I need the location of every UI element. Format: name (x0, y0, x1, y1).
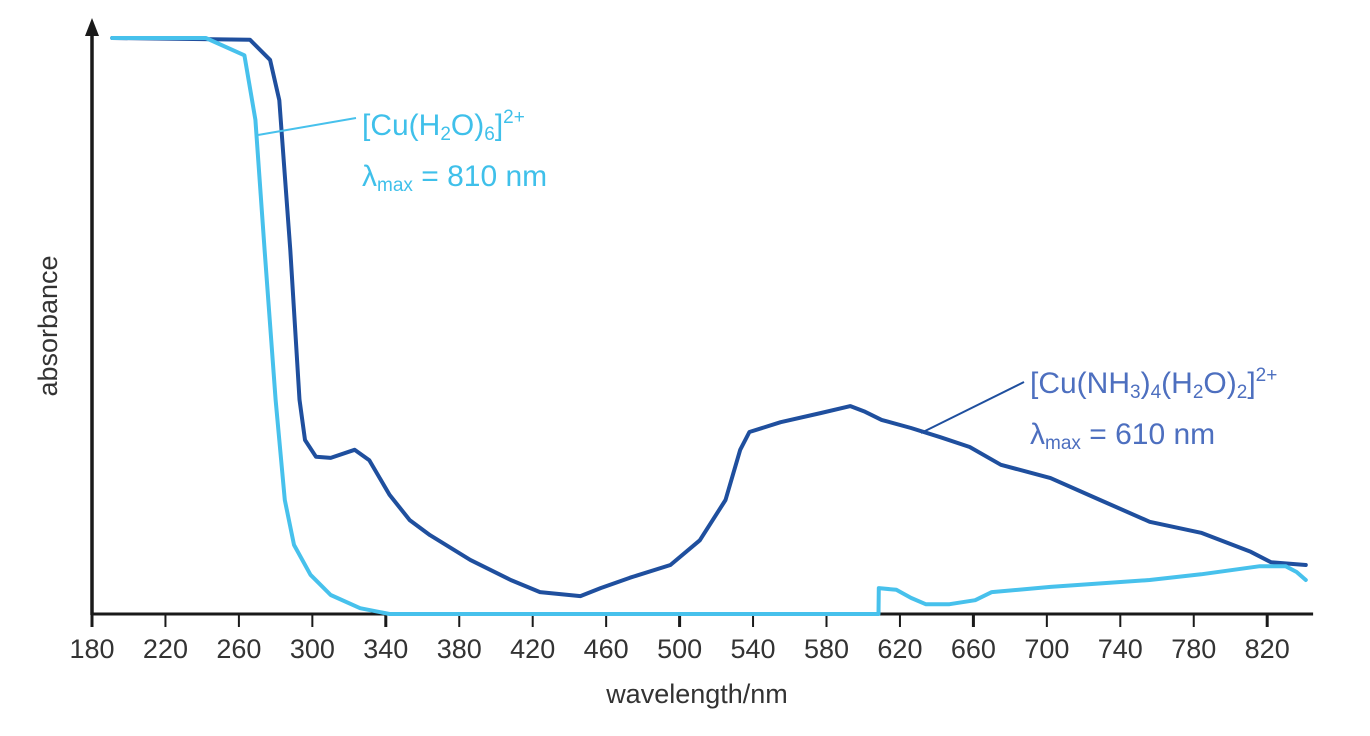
annotation-text: [Cu(H (362, 109, 441, 142)
annotation-text: ] (1247, 367, 1256, 400)
x-axis-label: wavelength/nm (605, 679, 788, 709)
x-tick-label: 260 (216, 634, 261, 664)
annotation-text: = 610 nm (1080, 418, 1216, 451)
series-line-dark (110, 36, 1308, 599)
annotation-text: 6 (484, 124, 495, 145)
annotation-line: [Cu(NH3)4(H2O)2]2+ (1030, 355, 1277, 414)
annotation-text: O) (450, 109, 485, 142)
x-tick-label: 620 (877, 634, 922, 664)
annotation-text: 3 (1130, 382, 1141, 403)
annotation-text: max (1045, 433, 1081, 454)
annotation-line: λmax = 810 nm (362, 156, 547, 207)
x-tick-label: 500 (657, 634, 702, 664)
annotation-text: O) (1203, 367, 1237, 400)
x-tick-label: 220 (143, 634, 188, 664)
annotation-text: (H (1161, 367, 1193, 400)
annotation-text: 2 (440, 124, 451, 145)
annotation-text: ) (1140, 367, 1151, 400)
annotation-text: 2+ (1255, 365, 1278, 386)
annotation-text: = 810 nm (412, 160, 548, 193)
annotation-text: λ (1030, 418, 1045, 451)
x-tick-label: 300 (290, 634, 335, 664)
annotation-text: 2+ (503, 107, 525, 128)
x-tick-label: 420 (510, 634, 555, 664)
y-axis-arrow-icon (85, 18, 99, 36)
x-tick-label: 660 (951, 634, 996, 664)
annotation-cu-h2o6: [Cu(H2O)6]2+ λmax = 810 nm (362, 97, 547, 207)
x-tick-label: 180 (69, 634, 114, 664)
annotation-cu-nh3-h2o: [Cu(NH3)4(H2O)2]2+ λmax = 610 nm (1030, 355, 1277, 465)
annotation-text: 4 (1150, 382, 1162, 403)
x-tick-label: 700 (1024, 634, 1069, 664)
annotation-text: 2 (1236, 382, 1248, 403)
annotation-text: λ (362, 160, 377, 193)
x-tick-label: 540 (731, 634, 776, 664)
annotation-text: ] (494, 109, 504, 142)
x-tick-label: 460 (584, 634, 629, 664)
y-axis-label: absorbance (33, 255, 63, 396)
annotation-text: [Cu(NH (1030, 367, 1131, 400)
x-tick-label: 780 (1171, 634, 1216, 664)
x-tick-label: 580 (804, 634, 849, 664)
leader-line-dark (920, 381, 1025, 434)
x-tick-label: 340 (363, 634, 408, 664)
annotation-line: λmax = 610 nm (1030, 414, 1277, 465)
x-tick-label: 380 (437, 634, 482, 664)
x-tick-label: 740 (1098, 634, 1143, 664)
x-tick-label: 820 (1245, 634, 1290, 664)
series-line-light (110, 36, 1308, 616)
annotation-line: [Cu(H2O)6]2+ (362, 97, 547, 156)
annotation-text: 2 (1192, 382, 1204, 403)
leader-line-light (257, 117, 357, 136)
annotation-text: max (377, 175, 413, 196)
